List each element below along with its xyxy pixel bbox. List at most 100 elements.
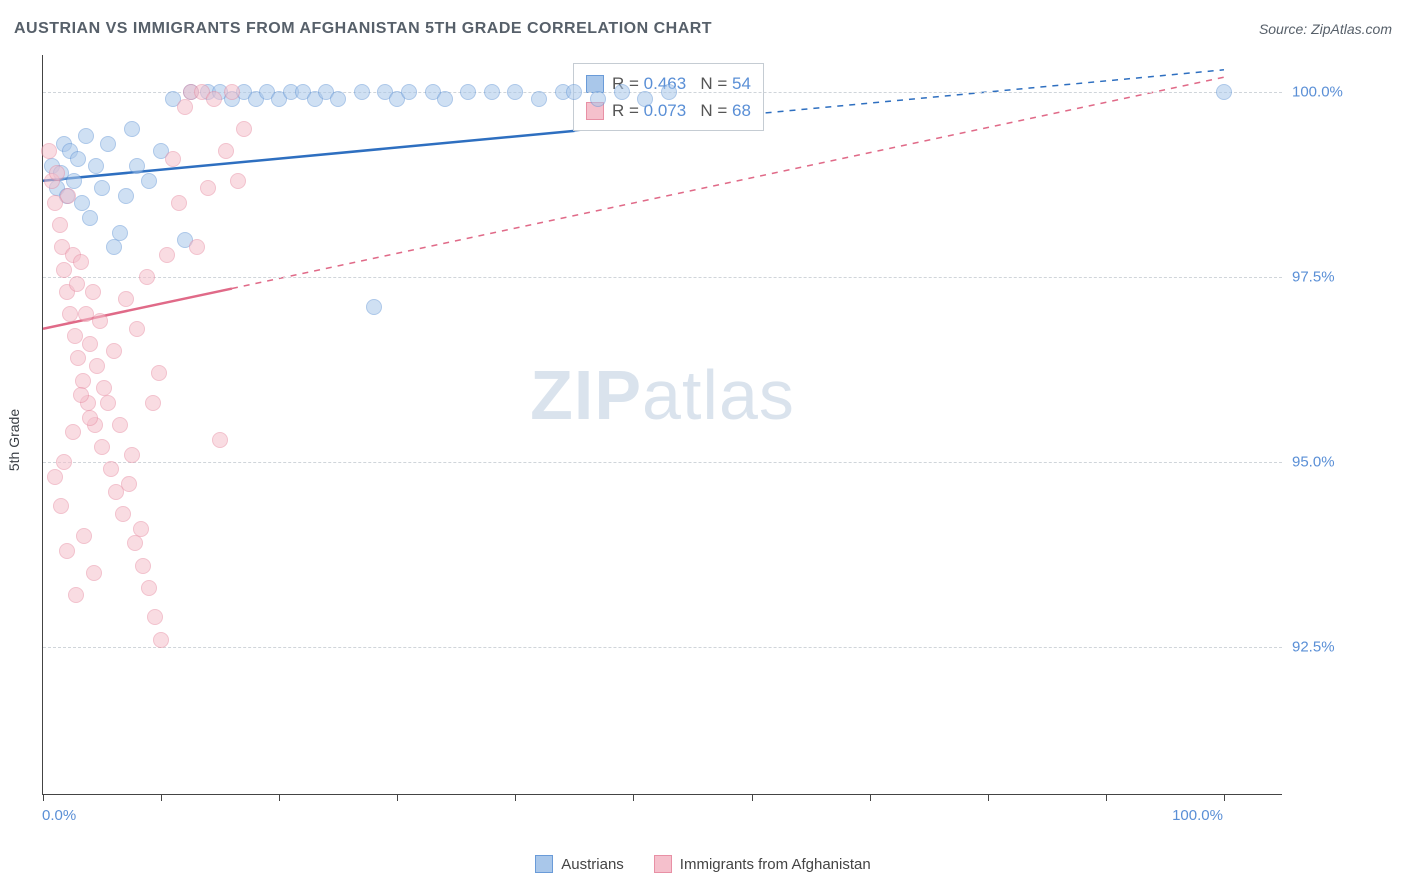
data-point [637, 91, 653, 107]
data-point [73, 254, 89, 270]
x-tick [870, 794, 871, 801]
data-point [82, 336, 98, 352]
data-point [49, 165, 65, 181]
data-point [177, 99, 193, 115]
data-point [115, 506, 131, 522]
data-point [70, 151, 86, 167]
data-point [41, 143, 57, 159]
data-point [139, 269, 155, 285]
data-point [531, 91, 547, 107]
data-point [206, 91, 222, 107]
source-attribution: Source: ZipAtlas.com [1259, 21, 1392, 37]
gridline [43, 277, 1282, 278]
plot-container: ZIPatlas R = 0.463 N = 54R = 0.073 N = 6… [42, 55, 1370, 825]
x-tick [752, 794, 753, 801]
data-point [171, 195, 187, 211]
data-point [69, 276, 85, 292]
data-point [60, 188, 76, 204]
data-point [129, 158, 145, 174]
data-point [62, 306, 78, 322]
x-tick [1224, 794, 1225, 801]
data-point [85, 284, 101, 300]
data-point [76, 528, 92, 544]
data-point [121, 476, 137, 492]
trend-lines [43, 55, 1283, 795]
data-point [112, 417, 128, 433]
data-point [106, 239, 122, 255]
data-point [70, 350, 86, 366]
data-point [200, 180, 216, 196]
data-point [65, 424, 81, 440]
data-point [366, 299, 382, 315]
data-point [56, 454, 72, 470]
data-point [100, 136, 116, 152]
data-point [52, 217, 68, 233]
data-point [218, 143, 234, 159]
chart-header: AUSTRIAN VS IMMIGRANTS FROM AFGHANISTAN … [14, 20, 1392, 38]
y-axis-title: 5th Grade [6, 409, 22, 471]
data-point [96, 380, 112, 396]
data-point [103, 461, 119, 477]
data-point [212, 432, 228, 448]
legend-item: Austrians [535, 855, 624, 873]
data-point [82, 410, 98, 426]
y-tick-label: 95.0% [1292, 454, 1335, 471]
x-tick [279, 794, 280, 801]
data-point [89, 358, 105, 374]
data-point [159, 247, 175, 263]
legend-swatch [535, 855, 553, 873]
data-point [151, 365, 167, 381]
data-point [153, 632, 169, 648]
data-point [118, 291, 134, 307]
data-point [230, 173, 246, 189]
data-point [118, 188, 134, 204]
data-point [330, 91, 346, 107]
legend-swatch [586, 75, 604, 93]
data-point [484, 84, 500, 100]
data-point [566, 84, 582, 100]
legend-item: Immigrants from Afghanistan [654, 855, 871, 873]
legend-label: Austrians [561, 856, 624, 873]
x-tick [988, 794, 989, 801]
data-point [133, 521, 149, 537]
data-point [100, 395, 116, 411]
gridline [43, 462, 1282, 463]
x-tick [397, 794, 398, 801]
data-point [47, 469, 63, 485]
x-tick [633, 794, 634, 801]
data-point [59, 543, 75, 559]
data-point [437, 91, 453, 107]
legend-label: Immigrants from Afghanistan [680, 856, 871, 873]
data-point [86, 565, 102, 581]
data-point [224, 84, 240, 100]
data-point [67, 328, 83, 344]
data-point [129, 321, 145, 337]
data-point [236, 121, 252, 137]
data-point [127, 535, 143, 551]
data-point [354, 84, 370, 100]
x-tick [43, 794, 44, 801]
data-point [82, 210, 98, 226]
data-point [75, 373, 91, 389]
data-point [73, 387, 89, 403]
legend-swatch [654, 855, 672, 873]
x-tick-label: 0.0% [42, 807, 76, 824]
data-point [165, 151, 181, 167]
data-point [66, 173, 82, 189]
data-point [189, 239, 205, 255]
data-point [661, 84, 677, 100]
series-legend: Austrians Immigrants from Afghanistan [0, 855, 1406, 873]
data-point [74, 195, 90, 211]
data-point [590, 91, 606, 107]
plot-area: ZIPatlas R = 0.463 N = 54R = 0.073 N = 6… [42, 55, 1282, 795]
stats-legend-row: R = 0.073 N = 68 [586, 97, 751, 124]
y-tick-label: 97.5% [1292, 269, 1335, 286]
data-point [106, 343, 122, 359]
chart-title: AUSTRIAN VS IMMIGRANTS FROM AFGHANISTAN … [14, 20, 712, 38]
data-point [88, 158, 104, 174]
data-point [94, 439, 110, 455]
data-point [401, 84, 417, 100]
data-point [124, 447, 140, 463]
data-point [145, 395, 161, 411]
data-point [94, 180, 110, 196]
